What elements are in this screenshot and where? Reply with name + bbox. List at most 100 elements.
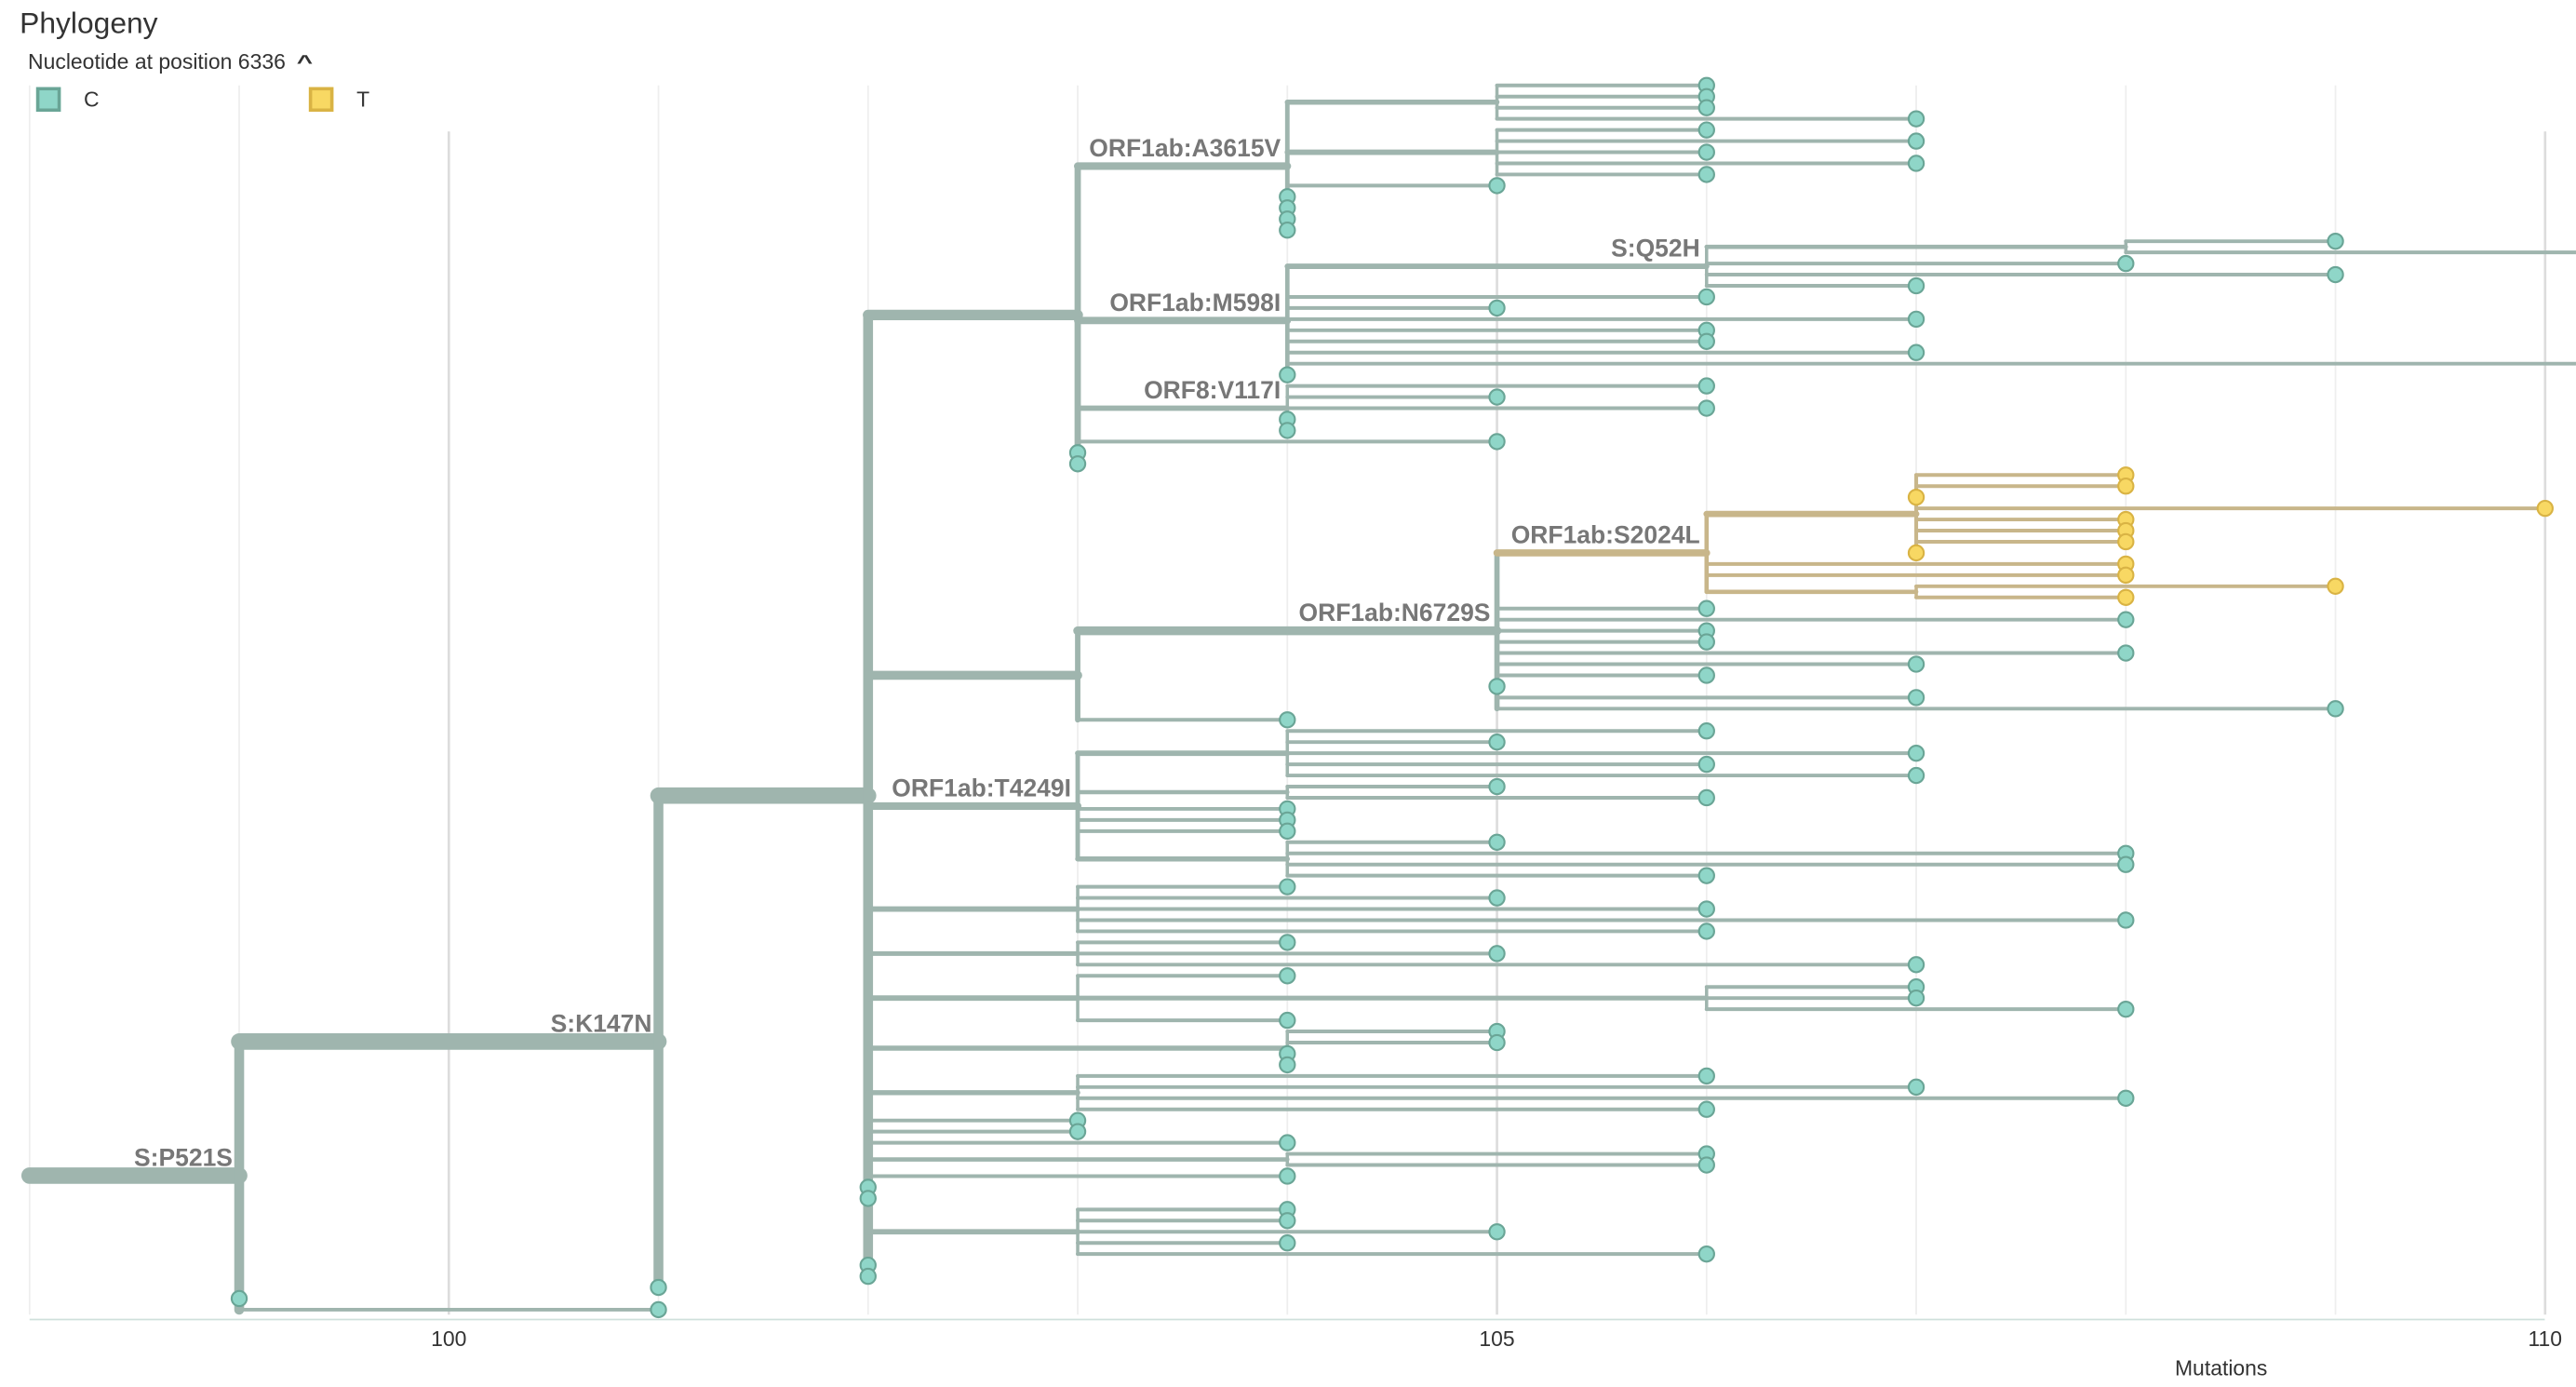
tip-node[interactable]: [1488, 889, 1506, 907]
tip-node[interactable]: [1907, 110, 1925, 128]
tip-node[interactable]: [1488, 678, 1506, 695]
tip-node[interactable]: [1068, 455, 1087, 473]
tip-node[interactable]: [2117, 911, 2135, 929]
tip-node[interactable]: [1488, 1033, 1506, 1052]
tip-node[interactable]: [650, 1300, 667, 1319]
tip-node[interactable]: [2117, 566, 2135, 585]
tip-node[interactable]: [1697, 922, 1715, 940]
legend-item-c[interactable]: C: [35, 87, 100, 113]
tip-node[interactable]: [2117, 588, 2135, 606]
tip-node[interactable]: [650, 1278, 667, 1297]
tip-node[interactable]: [1279, 422, 1296, 439]
tip-node[interactable]: [2117, 478, 2135, 495]
tip-node[interactable]: [1697, 788, 1715, 807]
tip-node[interactable]: [1279, 1212, 1296, 1230]
tip-node[interactable]: [1907, 1078, 1925, 1097]
tip-node[interactable]: [1488, 433, 1506, 451]
panel-title: Phylogeny: [20, 7, 158, 40]
tip-node[interactable]: [859, 1267, 877, 1286]
tip-node[interactable]: [1697, 99, 1715, 116]
tip-node[interactable]: [1068, 1123, 1087, 1140]
tip-node[interactable]: [1907, 956, 1925, 974]
tip-node[interactable]: [1279, 1234, 1296, 1252]
tip-node[interactable]: [2117, 1089, 2135, 1107]
tip-node[interactable]: [2117, 611, 2135, 628]
tip-node[interactable]: [2327, 265, 2344, 284]
tip-node[interactable]: [1279, 1134, 1296, 1151]
tip-node[interactable]: [1488, 833, 1506, 851]
tip-node[interactable]: [2117, 532, 2135, 551]
tip-node[interactable]: [1488, 945, 1506, 963]
tip-node[interactable]: [1488, 1223, 1506, 1241]
branch-label: ORF1ab:A3615V: [1089, 134, 1281, 162]
tip-node[interactable]: [2117, 855, 2135, 873]
tip-node[interactable]: [1279, 822, 1296, 841]
tip-node[interactable]: [2117, 1000, 2135, 1018]
legend-item-t[interactable]: T: [308, 87, 369, 113]
branch-label: ORF8:V117I: [1144, 376, 1281, 404]
tip-node[interactable]: [1907, 766, 1925, 785]
x-axis-label: Mutations: [2175, 1356, 2267, 1380]
legend-toggle[interactable]: Nucleotide at position 6336 ^: [28, 49, 313, 74]
tip-node[interactable]: [1488, 299, 1506, 317]
tip-node[interactable]: [1697, 1245, 1715, 1263]
tip-node[interactable]: [230, 1289, 248, 1308]
branch-label: S:P521S: [134, 1143, 233, 1171]
tip-node[interactable]: [1697, 722, 1715, 740]
tip-node[interactable]: [1907, 343, 1925, 361]
tip-node[interactable]: [1907, 655, 1925, 673]
tip-node[interactable]: [1697, 867, 1715, 884]
tip-node[interactable]: [2327, 577, 2344, 595]
tips: [230, 76, 2554, 1319]
tip-node[interactable]: [1697, 1156, 1715, 1174]
tip-node[interactable]: [2536, 499, 2554, 518]
tip-node[interactable]: [1907, 155, 1925, 172]
tip-node[interactable]: [2117, 644, 2135, 662]
tip-node[interactable]: [2117, 254, 2135, 273]
tip-node[interactable]: [1907, 276, 1925, 295]
tip-node[interactable]: [1697, 599, 1715, 617]
tip-node[interactable]: [1279, 711, 1296, 729]
tip-node[interactable]: [1279, 878, 1296, 895]
tip-node[interactable]: [859, 1190, 877, 1207]
tip-node[interactable]: [2327, 700, 2344, 718]
tip-node[interactable]: [2327, 232, 2344, 250]
tip-node[interactable]: [1279, 222, 1296, 239]
tip-node[interactable]: [1907, 989, 1925, 1007]
tip-node[interactable]: [1697, 1067, 1715, 1085]
tip-node[interactable]: [1697, 121, 1715, 139]
tip-node[interactable]: [1488, 388, 1506, 406]
tip-node[interactable]: [1697, 166, 1715, 183]
tip-node[interactable]: [1279, 366, 1296, 384]
tip-node[interactable]: [1697, 633, 1715, 651]
tip-node[interactable]: [1697, 399, 1715, 417]
tip-node[interactable]: [1907, 689, 1925, 707]
tip-node[interactable]: [1907, 310, 1925, 329]
tip-node[interactable]: [1697, 143, 1715, 161]
tip-node[interactable]: [1279, 1056, 1296, 1074]
tip-node[interactable]: [1697, 900, 1715, 918]
tip-node[interactable]: [1279, 967, 1296, 985]
tip-node[interactable]: [1697, 288, 1715, 306]
tip-node[interactable]: [1907, 488, 1925, 506]
legend-label: C: [84, 87, 100, 113]
tip-node[interactable]: [1697, 755, 1715, 774]
tip-node[interactable]: [1697, 1100, 1715, 1118]
tip-node[interactable]: [1488, 734, 1506, 751]
tip-node[interactable]: [1279, 934, 1296, 951]
tip-node[interactable]: [1488, 777, 1506, 796]
branch-label: ORF1ab:T4249I: [892, 774, 1071, 801]
legend-swatch-c: [35, 87, 61, 113]
x-tick-label: 110: [2529, 1326, 2563, 1351]
branch-label: ORF1ab:S2024L: [1511, 520, 1700, 548]
tip-node[interactable]: [1907, 132, 1925, 150]
tip-node[interactable]: [1697, 667, 1715, 684]
tip-node[interactable]: [1279, 1167, 1296, 1185]
tip-node[interactable]: [1697, 332, 1715, 350]
tip-node[interactable]: [1907, 744, 1925, 762]
tip-node[interactable]: [1488, 177, 1506, 195]
tip-node[interactable]: [1697, 377, 1715, 395]
tip-node[interactable]: [1907, 544, 1925, 562]
tip-node[interactable]: [1279, 1011, 1296, 1030]
